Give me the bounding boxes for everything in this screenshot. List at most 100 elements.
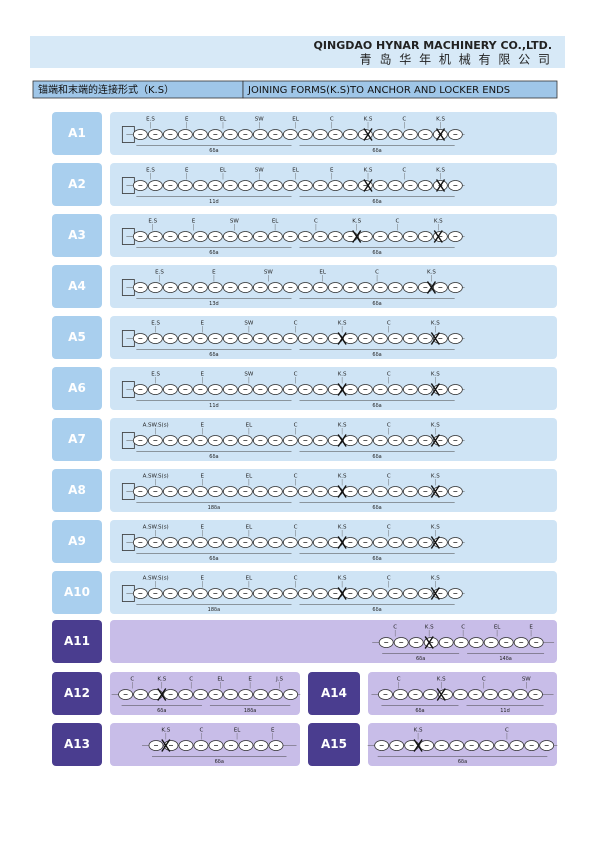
part-label: K.S bbox=[425, 625, 434, 631]
row-label-box bbox=[52, 112, 102, 155]
dim-label: 6δa bbox=[215, 759, 224, 765]
part-label: SW bbox=[244, 321, 253, 327]
part-label: EL bbox=[272, 219, 279, 225]
kenter-shackle bbox=[157, 688, 167, 701]
dim-label: 6δa bbox=[209, 352, 218, 358]
part-label: K.S bbox=[338, 423, 347, 429]
part-label: C bbox=[505, 728, 509, 734]
row-label: A9 bbox=[68, 534, 86, 548]
rows: A1 E.S E EL SW EL C K.S C K.S 6δa 6δa A2 E.S E EL SW EL E K… bbox=[52, 112, 558, 766]
kenter-shackle bbox=[337, 536, 347, 549]
dim-label: 6δa bbox=[372, 607, 381, 613]
row-label-box bbox=[52, 571, 102, 614]
part-label: A.SW.S(s) bbox=[143, 525, 169, 531]
part-label: K.S bbox=[161, 728, 170, 734]
row-label-box bbox=[308, 672, 360, 715]
part-label: SW bbox=[244, 372, 253, 378]
part-label: E.S bbox=[148, 219, 157, 225]
dim-label: 11d bbox=[500, 708, 510, 714]
part-label: K.S bbox=[431, 576, 440, 582]
row-label: A3 bbox=[68, 228, 86, 242]
part-label: SW bbox=[255, 117, 264, 123]
kenter-shackle bbox=[352, 230, 362, 243]
part-label: K.S bbox=[437, 677, 446, 683]
part-label: K.S bbox=[338, 525, 347, 531]
dim-label: 6δa bbox=[209, 148, 218, 154]
dim-label: 14δa bbox=[499, 656, 512, 662]
part-label: EL bbox=[220, 117, 227, 123]
part-label: E bbox=[192, 219, 196, 225]
kenter-shackle bbox=[424, 636, 434, 649]
row-label: A11 bbox=[64, 634, 90, 648]
part-label: E.S bbox=[151, 321, 160, 327]
row-label: A12 bbox=[64, 686, 90, 700]
row-label-box bbox=[52, 469, 102, 512]
dim-label: 6δa bbox=[209, 250, 218, 256]
part-label: C bbox=[330, 117, 334, 123]
row-label: A15 bbox=[321, 737, 347, 751]
part-label: EL bbox=[217, 677, 224, 683]
part-label: K.S bbox=[338, 372, 347, 378]
part-label: K.S bbox=[157, 677, 166, 683]
part-label: EL bbox=[220, 168, 227, 174]
part-label: E bbox=[185, 117, 189, 123]
part-label: C bbox=[396, 219, 400, 225]
part-label: EL bbox=[246, 576, 253, 582]
kenter-shackle bbox=[426, 281, 437, 294]
row-label: A14 bbox=[321, 686, 347, 700]
part-label: E bbox=[201, 474, 205, 480]
company-name: QINGDAO HYNAR MACHINERY CO.,LTD. bbox=[314, 39, 552, 52]
part-label: EL bbox=[494, 625, 501, 631]
section-title-en: JOINING FORMS(K.S)TO ANCHOR AND LOCKER E… bbox=[247, 85, 510, 96]
part-label: C bbox=[294, 525, 298, 531]
part-label: A.SW.S(s) bbox=[143, 423, 169, 429]
row-label-box bbox=[308, 723, 360, 766]
part-label: EL bbox=[292, 117, 299, 123]
part-label: E bbox=[201, 423, 205, 429]
row-label: A4 bbox=[68, 279, 86, 293]
kenter-shackle bbox=[337, 485, 347, 498]
part-label: C bbox=[387, 576, 391, 582]
kenter-shackle bbox=[430, 434, 440, 447]
part-label: SW bbox=[264, 270, 273, 276]
kenter-shackle bbox=[433, 230, 443, 243]
part-label: A.SW.S(s) bbox=[143, 474, 169, 480]
kenter-shackle bbox=[337, 383, 347, 396]
part-label: SW bbox=[522, 677, 531, 683]
dim-label: 6δa bbox=[157, 708, 166, 714]
section-title-cn: 锚端和末端的连接形式（K.S） bbox=[38, 83, 174, 96]
part-label: E bbox=[330, 168, 334, 174]
part-label: K.S bbox=[364, 168, 373, 174]
row-label-box bbox=[52, 163, 102, 206]
dim-label: 11d bbox=[209, 403, 219, 409]
dim-label: 6δa bbox=[372, 199, 381, 205]
row-label-box bbox=[52, 265, 102, 308]
part-label: K.S bbox=[434, 219, 443, 225]
part-label: K.S bbox=[436, 117, 445, 123]
dim-label: 11d bbox=[209, 199, 219, 205]
kenter-shackle bbox=[430, 383, 440, 396]
row-label: A6 bbox=[68, 381, 86, 395]
dim-label: 6δa bbox=[372, 148, 381, 154]
part-label: C bbox=[387, 474, 391, 480]
part-label: EL bbox=[292, 168, 299, 174]
part-label: C bbox=[461, 625, 465, 631]
part-label: EL bbox=[246, 474, 253, 480]
kenter-shackle bbox=[430, 485, 440, 498]
part-label: C bbox=[294, 321, 298, 327]
company-name-cn: 青 岛 华 年 机 械 有 限 公 司 bbox=[360, 52, 552, 67]
part-label: C bbox=[387, 372, 391, 378]
part-label: J.S bbox=[275, 677, 283, 683]
part-label: C bbox=[314, 219, 318, 225]
part-label: K.S bbox=[427, 270, 436, 276]
row-label: A2 bbox=[68, 177, 86, 191]
part-label: K.S bbox=[364, 117, 373, 123]
diagram-box bbox=[110, 620, 557, 663]
row-label-box bbox=[52, 620, 102, 663]
part-label: E bbox=[271, 728, 275, 734]
dim-label: 6δa bbox=[372, 505, 381, 511]
row-label-box bbox=[52, 672, 102, 715]
part-label: C bbox=[387, 423, 391, 429]
part-label: E.S bbox=[146, 117, 155, 123]
